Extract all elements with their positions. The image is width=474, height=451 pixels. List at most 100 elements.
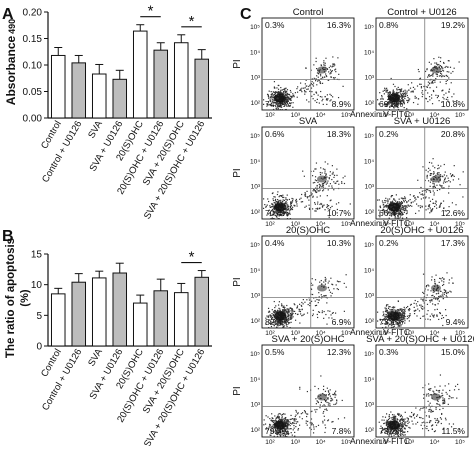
scatter-x-tick-label: 10⁴ [316, 330, 326, 337]
scatter-x-axis-title: Annexin V-FITC [350, 327, 410, 337]
scatter-point [268, 315, 270, 317]
scatter-point [449, 173, 452, 175]
scatter-point [420, 186, 422, 189]
scatter-point [294, 319, 297, 321]
scatter-point [403, 201, 405, 203]
scatter-point [442, 407, 444, 410]
scatter-point [442, 200, 445, 202]
scatter-point [313, 77, 315, 79]
scatter-point [397, 413, 399, 415]
scatter-point [436, 315, 438, 317]
scatter-point [326, 94, 329, 96]
scatter-point [291, 208, 294, 211]
scatter-y-tick-label: 10⁵ [250, 242, 260, 249]
scatter-point [397, 109, 400, 111]
scatter-point [317, 208, 319, 210]
chart-a-bar [112, 78, 128, 119]
scatter-point [330, 76, 332, 79]
scatter-point [306, 299, 308, 301]
scatter-point [282, 199, 284, 201]
scatter-point [378, 199, 380, 201]
scatter-point [383, 428, 385, 430]
scatter-point [315, 60, 317, 63]
scatter-point [429, 75, 432, 77]
scatter-point [379, 92, 381, 94]
scatter-point [428, 189, 430, 192]
scatter-point [429, 212, 431, 214]
scatter-point [316, 313, 318, 316]
scatter-point [316, 203, 319, 205]
scatter-point [281, 433, 283, 435]
scatter-point [274, 91, 276, 94]
scatter-point [414, 197, 416, 199]
scatter-point [378, 421, 380, 423]
scatter-point [282, 210, 285, 213]
scatter-point [338, 202, 340, 204]
scatter-x-tick-label: 10⁴ [430, 439, 440, 446]
scatter-point [273, 206, 275, 208]
quadrant-label-lower-right: 8.9% [332, 99, 352, 109]
scatter-point [280, 201, 282, 203]
scatter-point [291, 311, 293, 313]
scatter-point [390, 322, 392, 324]
scatter-point [448, 91, 450, 93]
scatter-point [391, 307, 393, 309]
chart-b-bar [153, 290, 169, 347]
scatter-point [443, 98, 445, 100]
scatter-point [323, 419, 326, 421]
scatter-point [385, 200, 387, 202]
scatter-point [400, 202, 402, 204]
scatter-point [403, 316, 405, 319]
quadrant-label-lower-right: 11.5% [442, 426, 466, 436]
scatter-point [284, 87, 286, 90]
scatter-point [393, 104, 396, 107]
scatter-point [448, 90, 450, 93]
scatter-point [285, 205, 287, 207]
scatter-point [283, 420, 285, 422]
scatter-point [385, 88, 387, 90]
scatter-point [272, 108, 275, 111]
scatter-point [267, 104, 269, 106]
scatter-point [286, 208, 289, 210]
scatter-point [263, 198, 265, 200]
scatter-point [275, 319, 277, 321]
scatter-point [282, 413, 285, 415]
scatter-point [341, 399, 343, 402]
scatter-point [390, 429, 392, 431]
scatter-point [320, 294, 322, 296]
scatter-point [429, 200, 432, 202]
scatter-point [318, 299, 320, 301]
scatter-point [280, 322, 282, 324]
scatter-point [327, 208, 329, 210]
scatter-point [383, 209, 385, 212]
scatter-point [268, 426, 270, 428]
scatter-point [431, 81, 434, 83]
scatter-point [403, 106, 405, 109]
scatter-point [268, 319, 271, 321]
scatter-point [292, 312, 294, 314]
scatter-point [306, 196, 308, 198]
scatter-point [310, 87, 313, 89]
scatter-point [392, 213, 394, 215]
chart-b-bar [112, 272, 128, 347]
scatter-point [330, 400, 332, 402]
scatter-point [433, 171, 435, 173]
scatter-point [405, 425, 407, 427]
scatter-x-tick-label: 10² [265, 439, 275, 446]
scatter-point [276, 434, 279, 436]
scatter-point [382, 203, 385, 206]
scatter-point [412, 86, 415, 89]
scatter-point [399, 420, 401, 422]
quadrant-label-upper-right: 15.0% [441, 347, 466, 357]
scatter-point [393, 198, 395, 201]
scatter-point [385, 421, 387, 423]
scatter-point [392, 91, 394, 94]
scatter-point [289, 99, 292, 101]
scatter-point [311, 175, 314, 177]
scatter-point [389, 106, 391, 108]
scatter-point [428, 206, 430, 208]
scatter-point [388, 311, 390, 313]
scatter-point [281, 201, 284, 203]
scatter-point [391, 414, 394, 416]
